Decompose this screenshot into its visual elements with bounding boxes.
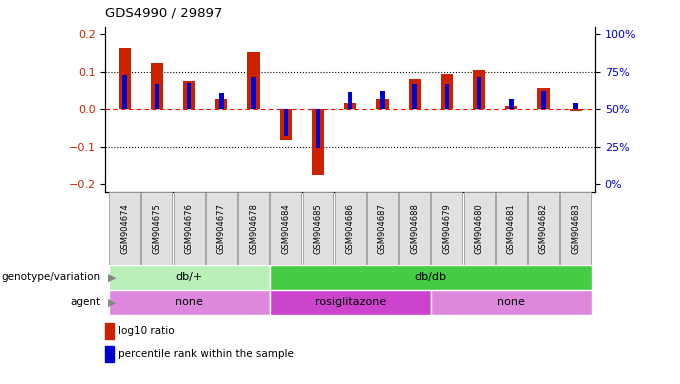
Text: GSM904686: GSM904686	[345, 203, 355, 254]
Text: genotype/variation: genotype/variation	[1, 272, 101, 283]
Bar	[412, 84, 417, 109]
FancyBboxPatch shape	[173, 192, 205, 265]
Bar	[151, 63, 163, 109]
Text: ▶: ▶	[108, 297, 116, 308]
Text: db/db: db/db	[415, 272, 447, 283]
Bar	[312, 109, 324, 175]
Text: rosiglitazone: rosiglitazone	[315, 297, 386, 308]
Bar	[187, 83, 191, 109]
Text: none: none	[497, 297, 525, 308]
Text: GSM904680: GSM904680	[475, 203, 483, 254]
Text: GSM904681: GSM904681	[507, 203, 515, 254]
Text: GSM904682: GSM904682	[539, 203, 548, 254]
FancyBboxPatch shape	[271, 192, 301, 265]
FancyBboxPatch shape	[560, 192, 591, 265]
Bar	[279, 109, 292, 140]
FancyBboxPatch shape	[431, 192, 462, 265]
Text: GSM904684: GSM904684	[282, 203, 290, 254]
FancyBboxPatch shape	[141, 192, 173, 265]
FancyBboxPatch shape	[238, 192, 269, 265]
Bar	[248, 52, 260, 109]
Bar	[154, 84, 159, 109]
Bar	[122, 74, 127, 109]
FancyBboxPatch shape	[496, 192, 527, 265]
Bar	[573, 103, 578, 109]
Text: GSM904676: GSM904676	[185, 203, 194, 254]
FancyBboxPatch shape	[270, 290, 430, 315]
Bar	[348, 92, 352, 109]
Bar	[541, 91, 546, 109]
Bar	[376, 99, 388, 109]
Bar	[105, 346, 114, 362]
Bar	[537, 88, 549, 109]
Text: db/+: db/+	[175, 272, 203, 283]
Bar	[505, 106, 517, 109]
Text: GSM904683: GSM904683	[571, 203, 580, 254]
Text: GSM904688: GSM904688	[410, 203, 419, 254]
Text: ▶: ▶	[108, 272, 116, 283]
FancyBboxPatch shape	[270, 265, 592, 290]
Text: agent: agent	[70, 297, 101, 308]
FancyBboxPatch shape	[335, 192, 366, 265]
Text: none: none	[175, 297, 203, 308]
Bar	[441, 74, 453, 109]
Bar	[118, 48, 131, 109]
Text: GSM904679: GSM904679	[442, 203, 452, 254]
Bar	[445, 84, 449, 109]
FancyBboxPatch shape	[303, 192, 333, 265]
Bar	[105, 323, 114, 339]
Text: GDS4990 / 29897: GDS4990 / 29897	[105, 7, 223, 20]
Bar	[344, 103, 356, 109]
FancyBboxPatch shape	[109, 265, 270, 290]
FancyBboxPatch shape	[367, 192, 398, 265]
Bar	[409, 79, 421, 109]
FancyBboxPatch shape	[399, 192, 430, 265]
Text: GSM904675: GSM904675	[152, 203, 161, 254]
FancyBboxPatch shape	[464, 192, 494, 265]
FancyBboxPatch shape	[109, 290, 270, 315]
Text: GSM904677: GSM904677	[217, 203, 226, 254]
Bar	[380, 91, 385, 109]
Bar	[477, 77, 481, 109]
FancyBboxPatch shape	[528, 192, 559, 265]
Text: log10 ratio: log10 ratio	[118, 326, 174, 336]
Text: GSM904685: GSM904685	[313, 203, 322, 254]
FancyBboxPatch shape	[430, 290, 592, 315]
FancyBboxPatch shape	[206, 192, 237, 265]
Bar	[316, 109, 320, 148]
Bar	[252, 77, 256, 109]
FancyBboxPatch shape	[109, 192, 140, 265]
Text: GSM904674: GSM904674	[120, 203, 129, 254]
Bar	[509, 99, 513, 109]
Bar	[183, 81, 195, 109]
Text: GSM904687: GSM904687	[378, 203, 387, 254]
Bar	[473, 70, 485, 109]
Text: percentile rank within the sample: percentile rank within the sample	[118, 349, 294, 359]
Bar	[216, 99, 228, 109]
Bar	[219, 93, 224, 109]
Bar	[570, 109, 582, 111]
Bar	[284, 109, 288, 136]
Text: GSM904678: GSM904678	[249, 203, 258, 254]
